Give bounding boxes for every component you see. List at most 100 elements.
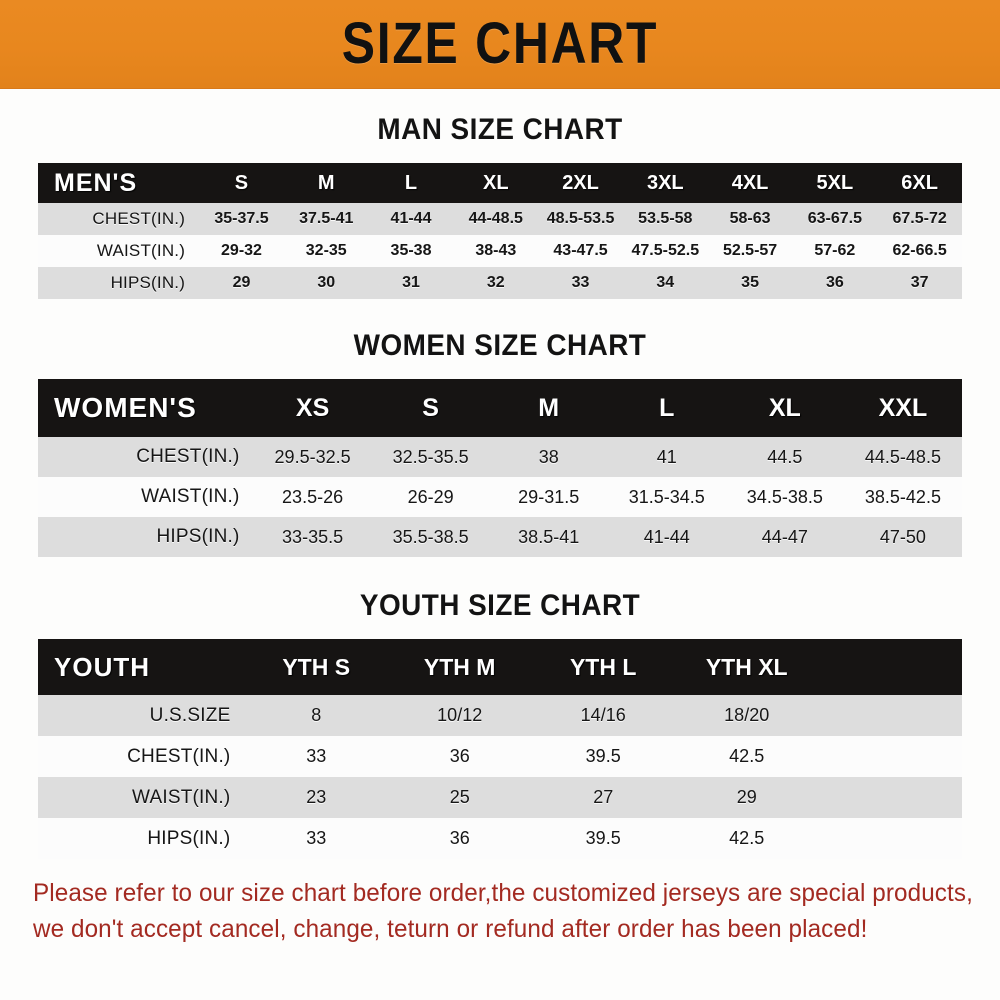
table-cell: 23: [244, 777, 388, 818]
section-title-youth: YOUTH SIZE CHART: [359, 589, 641, 622]
table-cell: 25: [387, 777, 532, 818]
section-women: WOMEN SIZE CHART WOMEN'S XS S M L XL XXL CHEST…: [0, 329, 1000, 557]
column-header-l: L: [607, 379, 726, 437]
table-cell: 34.5-38.5: [725, 477, 844, 517]
column-header-3xl: 3XL: [622, 163, 708, 203]
table-cell: 53.5-58: [622, 203, 708, 235]
table-cell: 35-38: [368, 235, 454, 267]
youth-table-head: YOUTH YTH S YTH M YTH L YTH XL: [38, 639, 962, 695]
table-cell: 38.5-42.5: [843, 477, 962, 517]
table-cell: 47.5-52.5: [622, 235, 708, 267]
page-title: SIZE CHART: [341, 11, 659, 76]
table-row: U.S.SIZE 8 10/12 14/16 18/20: [38, 695, 962, 736]
section-youth: YOUTH SIZE CHART YOUTH YTH S YTH M YTH L YTH…: [0, 589, 1000, 859]
row-label: HIPS(IN.): [38, 267, 200, 299]
table-cell: 32-35: [283, 235, 369, 267]
women-size-table: WOMEN'S XS S M L XL XXL CHEST(IN.) 29.5-32.5 32.…: [38, 379, 962, 557]
table-cell: 36: [792, 267, 878, 299]
table-cell: 48.5-53.5: [538, 203, 623, 235]
section-man: MAN SIZE CHART MEN'S S M L XL 2XL 3XL 4XL 5XL 6XL…: [0, 113, 1000, 299]
table-cell: 29: [674, 777, 819, 818]
table-cell-empty: [818, 818, 962, 859]
table-cell: 18/20: [674, 695, 819, 736]
table-cell: 32.5-35.5: [371, 437, 490, 477]
column-header-m: M: [489, 379, 608, 437]
table-cell: 35.5-38.5: [371, 517, 490, 557]
table-row: WAIST(IN.) 29-32 32-35 35-38 38-43 43-47.5 47.…: [38, 235, 962, 267]
table-cell: 37: [877, 267, 962, 299]
column-header-s: S: [199, 163, 284, 203]
table-cell: 26-29: [371, 477, 490, 517]
column-header-xxl: XXL: [843, 379, 962, 437]
table-cell: 27: [531, 777, 675, 818]
table-cell: 44.5-48.5: [843, 437, 962, 477]
table-cell: 52.5-57: [707, 235, 793, 267]
men-table-body: CHEST(IN.) 35-37.5 37.5-41 41-44 44-48.5 48.5…: [38, 203, 962, 299]
row-label: CHEST(IN.): [38, 437, 254, 477]
row-label: U.S.SIZE: [38, 695, 245, 736]
table-cell: 41: [607, 437, 726, 477]
table-cell: 30: [283, 267, 369, 299]
table-row: CHEST(IN.) 29.5-32.5 32.5-35.5 38 41 44.5 44.5…: [38, 437, 962, 477]
table-header-row: WOMEN'S XS S M L XL XXL: [38, 379, 962, 437]
column-header-2xl: 2XL: [538, 163, 623, 203]
row-label: HIPS(IN.): [38, 818, 245, 859]
men-table-head: MEN'S S M L XL 2XL 3XL 4XL 5XL 6XL: [38, 163, 962, 203]
table-cell: 38-43: [453, 235, 539, 267]
column-header-s: S: [371, 379, 490, 437]
table-cell: 23.5-26: [253, 477, 372, 517]
row-label: CHEST(IN.): [38, 736, 245, 777]
table-header-row: YOUTH YTH S YTH M YTH L YTH XL: [38, 639, 962, 695]
table-row: CHEST(IN.) 33 36 39.5 42.5: [38, 736, 962, 777]
column-header-empty: [818, 639, 962, 695]
table-row: WAIST(IN.) 23.5-26 26-29 29-31.5 31.5-34.5 34…: [38, 477, 962, 517]
table-cell: 47-50: [843, 517, 962, 557]
table-cell: 62-66.5: [877, 235, 962, 267]
column-header-yth-m: YTH M: [387, 639, 532, 695]
table-cell: 33: [538, 267, 623, 299]
table-corner-label: YOUTH: [38, 639, 245, 695]
table-cell: 44-47: [725, 517, 844, 557]
column-header-xs: XS: [253, 379, 372, 437]
column-header-yth-s: YTH S: [244, 639, 388, 695]
table-cell: 37.5-41: [283, 203, 369, 235]
table-cell: 39.5: [531, 736, 675, 777]
table-cell: 57-62: [792, 235, 878, 267]
table-cell: 34: [622, 267, 708, 299]
table-cell: 36: [387, 818, 532, 859]
table-row: HIPS(IN.) 33-35.5 35.5-38.5 38.5-41 41-44 44-…: [38, 517, 962, 557]
column-header-6xl: 6XL: [877, 163, 962, 203]
row-label: WAIST(IN.): [38, 235, 200, 267]
section-title-women: WOMEN SIZE CHART: [353, 329, 647, 362]
footer-line-1: Please refer to our size chart before or…: [32, 879, 973, 907]
table-corner-label: WOMEN'S: [38, 379, 254, 437]
table-cell-empty: [818, 736, 962, 777]
row-label: WAIST(IN.): [38, 777, 245, 818]
page-banner: SIZE CHART: [0, 0, 1000, 89]
youth-size-table: YOUTH YTH S YTH M YTH L YTH XL U.S.SIZE 8 10/1…: [38, 639, 962, 859]
table-cell: 39.5: [531, 818, 675, 859]
table-cell: 10/12: [387, 695, 532, 736]
table-cell: 36: [387, 736, 532, 777]
column-header-xl: XL: [725, 379, 844, 437]
table-cell: 8: [244, 695, 388, 736]
table-cell: 29-32: [199, 235, 284, 267]
column-header-l: L: [368, 163, 454, 203]
column-header-yth-xl: YTH XL: [674, 639, 819, 695]
footer-notice: Please refer to our size chart before or…: [0, 859, 973, 948]
table-cell: 33: [244, 736, 388, 777]
women-table-body: CHEST(IN.) 29.5-32.5 32.5-35.5 38 41 44.5 44.5…: [38, 437, 962, 557]
row-label: WAIST(IN.): [38, 477, 254, 517]
table-cell: 35-37.5: [199, 203, 284, 235]
column-header-xl: XL: [453, 163, 539, 203]
row-label: HIPS(IN.): [38, 517, 254, 557]
column-header-yth-l: YTH L: [531, 639, 675, 695]
table-cell: 42.5: [674, 818, 819, 859]
table-cell-empty: [818, 695, 962, 736]
women-table-head: WOMEN'S XS S M L XL XXL: [38, 379, 962, 437]
row-label: CHEST(IN.): [38, 203, 200, 235]
table-cell: 67.5-72: [877, 203, 962, 235]
footer-line-2: we don't accept cancel, change, teturn o…: [32, 915, 868, 944]
table-row: WAIST(IN.) 23 25 27 29: [38, 777, 962, 818]
